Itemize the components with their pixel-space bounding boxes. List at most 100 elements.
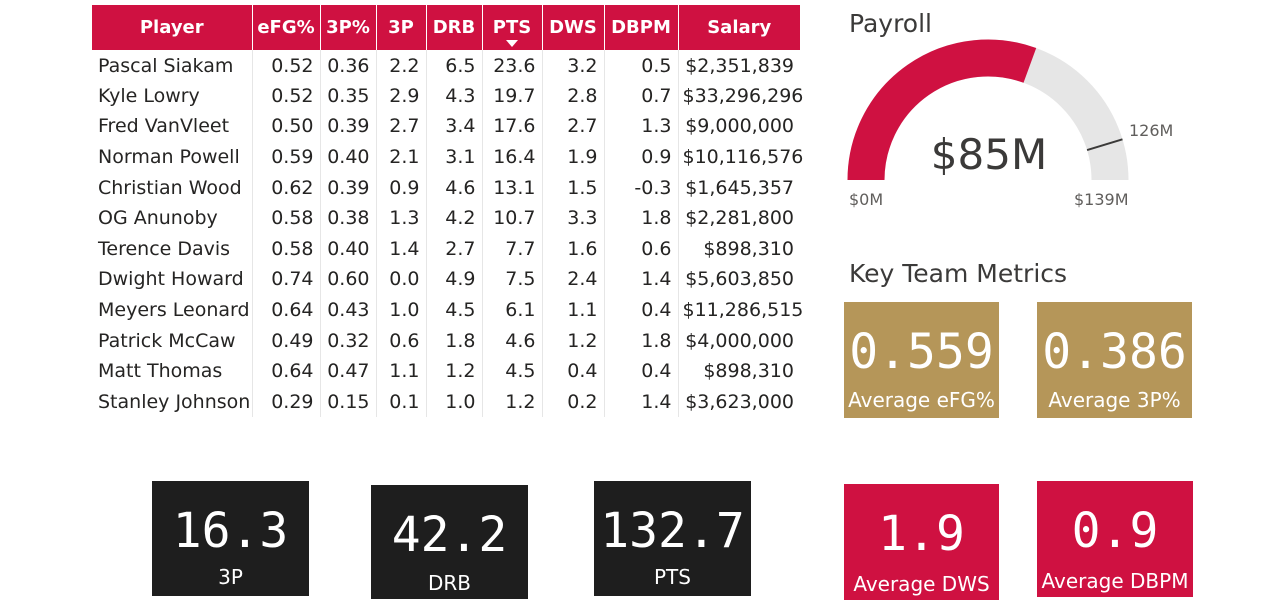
cell-dws: 0.2 <box>542 386 605 418</box>
cell-dbpm: 1.4 <box>604 264 679 295</box>
cell-efg: 0.59 <box>252 141 321 173</box>
cell-drb: 4.5 <box>426 294 483 326</box>
cell-player: Dwight Howard <box>92 264 253 295</box>
cell-player: Pascal Siakam <box>92 50 253 81</box>
gauge-target-label: 126M <box>1129 121 1174 140</box>
cell-efg: 0.64 <box>252 355 321 387</box>
cell-drb: 3.1 <box>426 141 483 173</box>
cell-drb: 2.7 <box>426 233 483 265</box>
cell-player: Matt Thomas <box>92 355 253 387</box>
cell-3p: 0.0 <box>376 264 427 295</box>
cell-salary: $11,286,515 <box>682 299 804 322</box>
card-label: Average DBPM <box>1041 569 1189 593</box>
cell-pts: 1.2 <box>482 386 543 418</box>
cell-dws: 0.4 <box>542 355 605 387</box>
table-row[interactable]: Patrick McCaw 0.49 0.32 0.6 1.8 4.6 1.2 1.8 $4,0… <box>92 325 800 356</box>
cell-3p-pct: 0.40 <box>320 233 377 265</box>
table-row[interactable]: Matt Thomas 0.64 0.47 1.1 1.2 4.5 0.4 0.4 $898,3… <box>92 355 800 387</box>
cell-salary: $1,645,357 <box>685 176 794 199</box>
cell-player: Terence Davis <box>92 233 253 265</box>
cell-dws: 2.4 <box>542 264 605 295</box>
table-row[interactable]: Pascal Siakam 0.52 0.36 2.2 6.5 23.6 3.2 0.5 $2,… <box>92 50 800 81</box>
cell-salary: $10,116,576 <box>682 146 804 169</box>
payroll-gauge <box>847 39 1129 181</box>
column-header-efg[interactable]: eFG% <box>252 5 321 50</box>
gauge-target-marker <box>1086 138 1123 151</box>
cell-drb: 4.6 <box>426 172 483 203</box>
cell-dbpm: 0.4 <box>604 294 679 326</box>
column-header-drb[interactable]: DRB <box>426 5 483 50</box>
card-average-dbpm: 0.9 Average DBPM <box>1037 481 1193 597</box>
cell-drb: 1.2 <box>426 355 483 387</box>
card-average-dws: 1.9 Average DWS <box>844 484 999 600</box>
cell-3p: 2.9 <box>376 80 427 112</box>
table-row[interactable]: Stanley Johnson 0.29 0.15 0.1 1.0 1.2 0.2 1.4 $3… <box>92 386 800 418</box>
table-header-row: Player eFG% 3P% 3P DRB PTS DWS DBPM Sala… <box>92 5 800 50</box>
column-header-label: 3P <box>388 17 414 38</box>
column-header-pts[interactable]: PTS <box>482 5 543 50</box>
table-row[interactable]: Christian Wood 0.62 0.39 0.9 4.6 13.1 1.5 -0.3 $… <box>92 172 800 203</box>
cell-pts: 4.6 <box>482 325 543 356</box>
cell-3p-pct: 0.35 <box>320 80 377 112</box>
player-stats-table: Player eFG% 3P% 3P DRB PTS DWS DBPM Sala… <box>92 5 804 418</box>
table-row[interactable]: Fred VanVleet 0.50 0.39 2.7 3.4 17.6 2.7 1.3 $9,… <box>92 111 800 142</box>
table-row[interactable]: Terence Davis 0.58 0.40 1.4 2.7 7.7 1.6 0.6 $898… <box>92 233 800 265</box>
table-row[interactable]: OG Anunoby 0.58 0.38 1.3 4.2 10.7 3.3 1.8 $2,281… <box>92 202 800 234</box>
gauge-title: Payroll <box>849 9 932 38</box>
column-header-label: Player <box>139 17 204 38</box>
cell-dbpm: 0.5 <box>604 50 679 81</box>
column-header-label: 3P% <box>326 17 370 38</box>
cell-dbpm: 1.8 <box>604 202 679 234</box>
cell-salary: $33,296,296 <box>682 84 804 107</box>
table-row[interactable]: Norman Powell 0.59 0.40 2.1 3.1 16.4 1.9 0.9 $10… <box>92 141 804 173</box>
column-header-3p-pct[interactable]: 3P% <box>320 5 377 50</box>
table-row[interactable]: Kyle Lowry 0.52 0.35 2.9 4.3 19.7 2.8 0.7 $33,29… <box>92 80 804 112</box>
cell-dws: 1.5 <box>542 172 605 203</box>
column-header-dbpm[interactable]: DBPM <box>604 5 679 50</box>
cell-pts: 23.6 <box>482 50 543 81</box>
column-header-player[interactable]: Player <box>92 5 253 50</box>
cell-drb: 1.8 <box>426 325 483 356</box>
card-value: 1.9 <box>878 506 965 562</box>
card-total-3p: 16.3 3P <box>152 481 309 596</box>
cell-3p: 1.0 <box>376 294 427 326</box>
cell-dbpm: 0.9 <box>604 141 679 173</box>
cell-dws: 3.3 <box>542 202 605 234</box>
cell-dbpm: -0.3 <box>604 172 679 203</box>
cell-efg: 0.62 <box>252 172 321 203</box>
cell-efg: 0.52 <box>252 50 321 81</box>
cell-dws: 3.2 <box>542 50 605 81</box>
card-average-3p-pct: 0.386 Average 3P% <box>1037 302 1192 418</box>
cell-3p: 2.2 <box>376 50 427 81</box>
cell-salary: $2,281,800 <box>685 207 794 230</box>
cell-salary: $2,351,839 <box>685 55 794 78</box>
cell-salary: $3,623,000 <box>685 390 794 413</box>
cell-efg: 0.52 <box>252 80 321 112</box>
cell-drb: 3.4 <box>426 111 483 142</box>
column-header-label: Salary <box>707 17 772 38</box>
column-header-salary[interactable]: Salary <box>678 5 800 50</box>
card-value: 16.3 <box>172 503 289 559</box>
cell-efg: 0.50 <box>252 111 321 142</box>
card-average-efg: 0.559 Average eFG% <box>844 302 999 418</box>
cell-player: Christian Wood <box>92 172 253 203</box>
column-header-3p[interactable]: 3P <box>376 5 427 50</box>
card-label: Average 3P% <box>1048 388 1181 412</box>
cell-3p-pct: 0.36 <box>320 50 377 81</box>
cell-dbpm: 1.8 <box>604 325 679 356</box>
card-total-drb: 42.2 DRB <box>371 485 528 599</box>
cell-drb: 6.5 <box>426 50 483 81</box>
table-row[interactable]: Dwight Howard 0.74 0.60 0.0 4.9 7.5 2.4 1.4 $5,6… <box>92 264 800 295</box>
card-value: 0.9 <box>1071 503 1159 559</box>
sort-descending-icon <box>506 40 518 47</box>
column-header-dws[interactable]: DWS <box>542 5 605 50</box>
cell-pts: 19.7 <box>482 80 543 112</box>
cell-dbpm: 0.7 <box>604 80 679 112</box>
key-metrics-title: Key Team Metrics <box>849 259 1068 288</box>
cell-efg: 0.64 <box>252 294 321 326</box>
cell-salary: $9,000,000 <box>685 115 794 138</box>
cell-dbpm: 1.4 <box>604 386 679 418</box>
cell-pts: 10.7 <box>482 202 543 234</box>
table-row[interactable]: Meyers Leonard 0.64 0.43 1.0 4.5 6.1 1.1 0.4 $11… <box>92 294 804 326</box>
cell-player: OG Anunoby <box>92 202 253 234</box>
